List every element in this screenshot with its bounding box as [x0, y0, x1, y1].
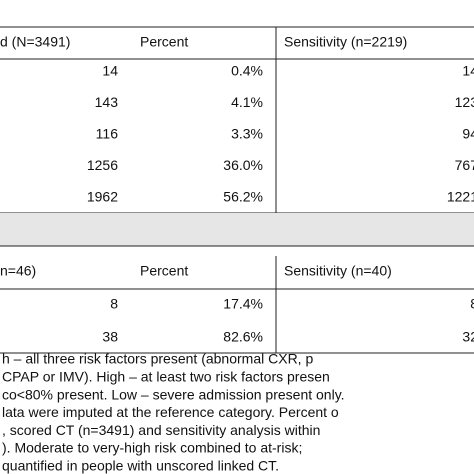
cell: 4.1%	[231, 94, 263, 110]
cell: 8	[470, 296, 474, 312]
cell: 38	[102, 329, 118, 345]
cell: 1962	[87, 189, 118, 205]
section-band	[0, 213, 474, 246]
cell: 767	[455, 157, 474, 173]
cell: 36.0%	[223, 157, 263, 173]
footnote-line: co<80% present. Low – severe admission p…	[2, 386, 345, 402]
footnote-line: , scored CT (n=3491) and sensitivity ana…	[2, 422, 320, 438]
cell: 123	[455, 94, 474, 110]
cell: 82.6%	[223, 329, 263, 345]
cell: 0.4%	[231, 63, 263, 79]
cell: 32	[462, 329, 474, 345]
cell: 1221	[447, 189, 474, 205]
column-header: n=46)	[0, 263, 36, 279]
column-header: Sensitivity (n=2219)	[284, 34, 407, 50]
cell: 94	[462, 126, 474, 142]
cell: 14	[102, 63, 118, 79]
cell: 17.4%	[223, 296, 263, 312]
cell: 3.3%	[231, 126, 263, 142]
footnote-line: CPAP or IMV). High – at least two risk f…	[2, 369, 330, 385]
cell: 143	[95, 94, 119, 110]
footnote-line: lata were imputed at the reference categ…	[2, 404, 339, 420]
footnote-line: quantified in people with unscored linke…	[2, 458, 279, 474]
cell: 14	[462, 63, 474, 79]
footnote-line: ). Moderate to very-high risk combined t…	[2, 440, 302, 456]
cell: 56.2%	[223, 189, 263, 205]
column-header: Percent	[140, 263, 188, 279]
cell: 1256	[87, 157, 118, 173]
column-header: d (N=3491)	[0, 34, 70, 50]
footnote-line: h – all three risk factors present (abno…	[2, 351, 313, 367]
column-header: Sensitivity (n=40)	[284, 263, 392, 279]
cell: 8	[110, 296, 118, 312]
column-header: Percent	[140, 34, 188, 50]
cell: 116	[96, 126, 119, 142]
